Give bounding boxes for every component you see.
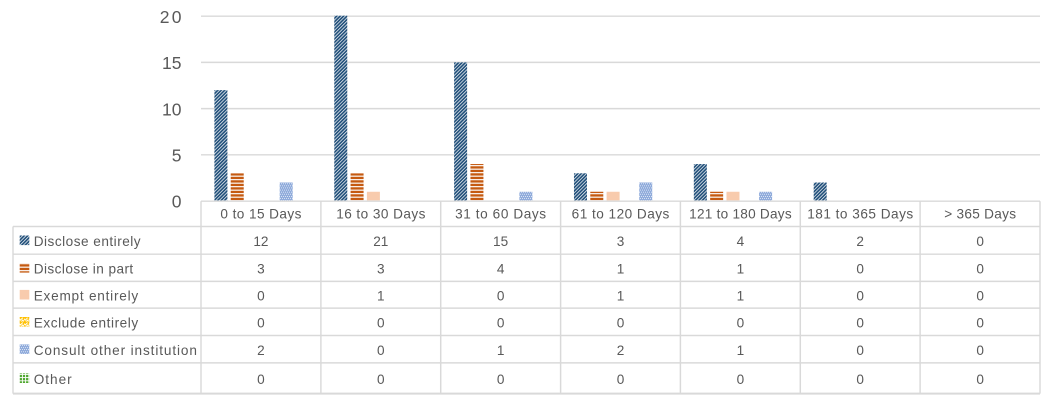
svg-text:0: 0: [976, 316, 984, 331]
svg-text:1: 1: [737, 343, 745, 358]
svg-text:4: 4: [737, 234, 745, 249]
svg-text:0: 0: [976, 289, 984, 304]
svg-text:0: 0: [976, 262, 984, 277]
svg-text:4: 4: [497, 262, 505, 277]
svg-text:0: 0: [856, 289, 864, 304]
svg-text:0: 0: [257, 316, 265, 331]
svg-text:0: 0: [172, 192, 182, 212]
svg-text:3: 3: [257, 262, 265, 277]
svg-text:0: 0: [856, 372, 864, 387]
svg-text:31 to 60 Days: 31 to 60 Days: [455, 207, 546, 222]
svg-text:0: 0: [497, 316, 505, 331]
svg-text:Exempt entirely: Exempt entirely: [34, 289, 139, 304]
svg-text:5: 5: [172, 146, 182, 166]
svg-text:Consult other institution: Consult other institution: [34, 343, 197, 358]
svg-text:0: 0: [497, 289, 505, 304]
svg-text:0: 0: [377, 343, 385, 358]
svg-text:Other: Other: [34, 372, 72, 387]
svg-text:0: 0: [257, 372, 265, 387]
svg-text:2: 2: [617, 343, 625, 358]
svg-text:Disclose in part: Disclose in part: [34, 262, 134, 277]
svg-text:Exclude entirely: Exclude entirely: [34, 316, 139, 331]
svg-text:0: 0: [856, 262, 864, 277]
svg-text:1: 1: [617, 289, 625, 304]
svg-text:1: 1: [377, 289, 385, 304]
svg-text:0: 0: [617, 372, 625, 387]
svg-text:1: 1: [617, 262, 625, 277]
svg-text:3: 3: [617, 234, 625, 249]
svg-text:0: 0: [856, 343, 864, 358]
svg-text:0: 0: [497, 372, 505, 387]
svg-text:0: 0: [856, 316, 864, 331]
svg-text:15: 15: [162, 53, 182, 73]
svg-text:0: 0: [976, 343, 984, 358]
svg-text:0: 0: [737, 372, 745, 387]
svg-text:0: 0: [976, 372, 984, 387]
svg-text:> 365 Days: > 365 Days: [944, 207, 1016, 222]
svg-text:0: 0: [377, 372, 385, 387]
svg-text:15: 15: [493, 234, 508, 249]
svg-text:1: 1: [737, 289, 745, 304]
svg-text:0: 0: [617, 316, 625, 331]
svg-text:21: 21: [373, 234, 388, 249]
svg-text:0: 0: [737, 316, 745, 331]
svg-text:0: 0: [257, 289, 265, 304]
svg-text:0: 0: [976, 234, 984, 249]
svg-text:0: 0: [377, 316, 385, 331]
svg-text:181 to 365 Days: 181 to 365 Days: [807, 207, 913, 222]
svg-text:16 to 30 Days: 16 to 30 Days: [336, 207, 425, 222]
svg-text:10: 10: [162, 99, 182, 119]
svg-text:61 to 120 Days: 61 to 120 Days: [572, 207, 670, 222]
svg-text:0 to 15 Days: 0 to 15 Days: [220, 207, 301, 222]
svg-text:12: 12: [253, 234, 268, 249]
svg-text:121 to 180 Days: 121 to 180 Days: [689, 207, 792, 222]
svg-text:2: 2: [257, 343, 265, 358]
svg-text:1: 1: [737, 262, 745, 277]
svg-text:2: 2: [856, 234, 864, 249]
svg-text:Disclose entirely: Disclose entirely: [34, 234, 141, 249]
svg-text:3: 3: [377, 262, 385, 277]
svg-text:1: 1: [497, 343, 505, 358]
